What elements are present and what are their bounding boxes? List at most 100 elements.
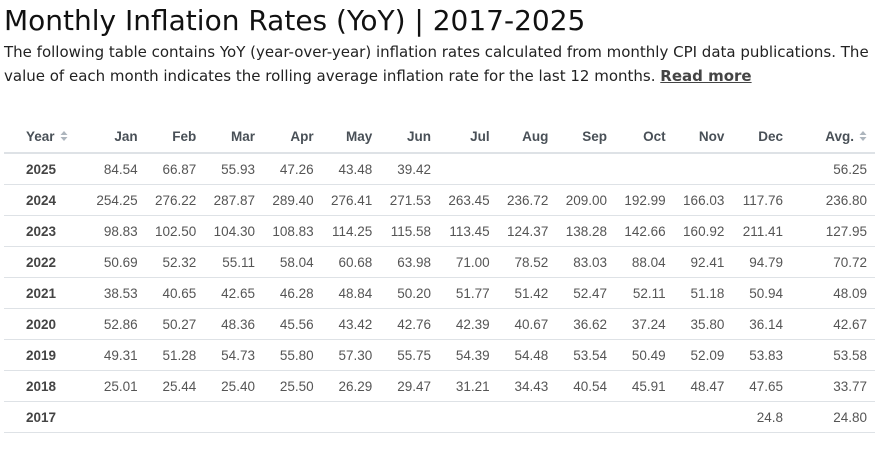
average-cell: 48.09 bbox=[791, 277, 875, 309]
rate-cell bbox=[732, 153, 791, 185]
average-cell: 53.58 bbox=[791, 339, 875, 371]
description-text: The following table contains YoY (year-o… bbox=[4, 43, 869, 85]
rate-cell: 25.40 bbox=[204, 370, 263, 402]
column-header-avg[interactable]: Avg. bbox=[791, 121, 875, 154]
table-header-row: Year Jan Feb Mar Apr May Jun Jul Aug Sep Oct Nov Dec… bbox=[4, 121, 875, 154]
rate-cell: 98.83 bbox=[74, 215, 146, 247]
rate-cell: 42.65 bbox=[204, 277, 263, 309]
column-header-label: May bbox=[346, 129, 373, 144]
rate-cell: 209.00 bbox=[556, 184, 615, 216]
rate-cell: 39.42 bbox=[397, 161, 431, 177]
column-header-label: Mar bbox=[230, 129, 255, 144]
year-cell: 2021 bbox=[4, 277, 75, 309]
read-more-link[interactable]: Read more bbox=[660, 67, 752, 85]
rate-cell: 55.93 bbox=[221, 161, 255, 177]
table-row: 2023 98.83 102.50 104.30 108.83 114.25 115.58 1… bbox=[4, 215, 875, 247]
rate-cell: 49.31 bbox=[74, 339, 146, 371]
rate-cell: 48.36 bbox=[204, 308, 263, 340]
rate-cell: 113.45 bbox=[438, 215, 498, 247]
rate-cell: 63.98 bbox=[380, 246, 439, 278]
column-header-jul: Jul bbox=[438, 121, 498, 154]
year-cell: 2017 bbox=[4, 401, 75, 433]
year-cell: 2018 bbox=[4, 370, 75, 402]
average-cell: 236.80 bbox=[791, 184, 875, 216]
rate-cell: 276.22 bbox=[145, 184, 205, 216]
column-header-may: May bbox=[321, 121, 381, 154]
rate-cell: 43.48 bbox=[338, 161, 373, 177]
sort-icon[interactable] bbox=[859, 130, 867, 142]
average-cell: 127.95 bbox=[791, 215, 875, 247]
rate-cell bbox=[204, 401, 263, 433]
rate-cell bbox=[380, 401, 439, 433]
rate-cell: 45.56 bbox=[262, 308, 322, 340]
average-cell: 70.72 bbox=[791, 246, 875, 278]
rate-cell bbox=[439, 153, 498, 185]
rate-cell: 52.11 bbox=[615, 277, 674, 309]
table-row: 2025 84.54 66.87 55.93 47.26 43.48 39.42 56.25 bbox=[4, 153, 875, 185]
column-header-label: Avg. bbox=[825, 129, 854, 144]
table-row: 2021 38.53 40.65 42.65 46.28 48.84 50.20 51.77 5… bbox=[4, 277, 875, 309]
rate-cell: 55.75 bbox=[380, 339, 439, 371]
page-description: The following table contains YoY (year-o… bbox=[4, 40, 884, 88]
rate-cell: 50.20 bbox=[380, 277, 439, 309]
rate-cell: 276.41 bbox=[321, 184, 381, 216]
sort-icon[interactable] bbox=[60, 130, 68, 142]
table-header: Year Jan Feb Mar Apr May Jun Jul Aug Sep Oct Nov Dec… bbox=[4, 121, 875, 154]
rate-cell: 34.43 bbox=[497, 370, 557, 402]
column-header-mar: Mar bbox=[204, 121, 263, 154]
rate-cell: 42.39 bbox=[438, 308, 498, 340]
column-header-label: Jan bbox=[114, 129, 138, 144]
rate-cell bbox=[615, 153, 674, 185]
table-row: 2024 254.25 276.22 287.87 289.40 276.41 271.53… bbox=[4, 184, 875, 216]
rate-cell: 263.45 bbox=[438, 184, 498, 216]
rate-cell: 37.24 bbox=[615, 308, 674, 340]
rate-cell: 24.8 bbox=[732, 401, 792, 433]
rate-cell: 88.04 bbox=[615, 246, 674, 278]
year-cell: 2023 bbox=[4, 215, 75, 247]
rate-cell: 289.40 bbox=[262, 184, 322, 216]
rate-cell: 53.54 bbox=[556, 339, 615, 371]
rate-cell: 46.28 bbox=[262, 277, 322, 309]
column-header-aug: Aug bbox=[497, 121, 557, 154]
column-header-label: Feb bbox=[172, 129, 197, 144]
rate-cell: 66.87 bbox=[162, 161, 197, 177]
year-cell: 2020 bbox=[4, 308, 75, 340]
column-header-label: Oct bbox=[643, 129, 666, 144]
rate-cell bbox=[615, 401, 674, 433]
column-header-jan: Jan bbox=[74, 121, 146, 154]
rate-cell: 36.62 bbox=[556, 308, 615, 340]
year-cell: 2022 bbox=[4, 246, 75, 278]
year-cell: 2025 bbox=[26, 161, 57, 177]
rate-cell: 92.41 bbox=[673, 246, 733, 278]
rate-cell: 48.47 bbox=[673, 370, 733, 402]
column-header-year[interactable]: Year bbox=[4, 121, 75, 154]
rate-cell bbox=[497, 401, 557, 433]
rate-cell: 52.09 bbox=[673, 339, 733, 371]
rate-cell: 25.01 bbox=[74, 370, 146, 402]
average-cell: 24.80 bbox=[791, 401, 875, 433]
rate-cell: 71.00 bbox=[438, 246, 498, 278]
rate-cell: 53.83 bbox=[732, 339, 792, 371]
rate-cell: 25.50 bbox=[262, 370, 322, 402]
column-header-dec: Dec bbox=[732, 121, 792, 154]
rate-cell: 51.28 bbox=[145, 339, 205, 371]
rate-cell: 51.18 bbox=[673, 277, 733, 309]
table-body: 2025 84.54 66.87 55.93 47.26 43.48 39.42 56.25 2… bbox=[4, 153, 875, 433]
rate-cell: 40.67 bbox=[497, 308, 557, 340]
rate-cell: 58.04 bbox=[262, 246, 322, 278]
table-row: 2020 52.86 50.27 48.36 45.56 43.42 42.76 42.39 4… bbox=[4, 308, 875, 340]
column-header-label: Dec bbox=[758, 129, 784, 144]
rate-cell: 114.25 bbox=[321, 215, 381, 247]
column-header-label: Nov bbox=[698, 129, 725, 144]
rate-cell: 29.47 bbox=[380, 370, 439, 402]
rate-cell: 47.26 bbox=[279, 161, 314, 177]
rate-cell: 52.32 bbox=[145, 246, 205, 278]
table-row: 2018 25.01 25.44 25.40 25.50 26.29 29.47 31.21 3… bbox=[4, 370, 875, 402]
rate-cell: 60.68 bbox=[321, 246, 381, 278]
rate-cell: 254.25 bbox=[74, 184, 146, 216]
rate-cell bbox=[145, 401, 205, 433]
rate-cell: 36.14 bbox=[732, 308, 792, 340]
rate-cell: 31.21 bbox=[438, 370, 498, 402]
rate-cell: 115.58 bbox=[380, 215, 439, 247]
rate-cell: 48.84 bbox=[321, 277, 381, 309]
